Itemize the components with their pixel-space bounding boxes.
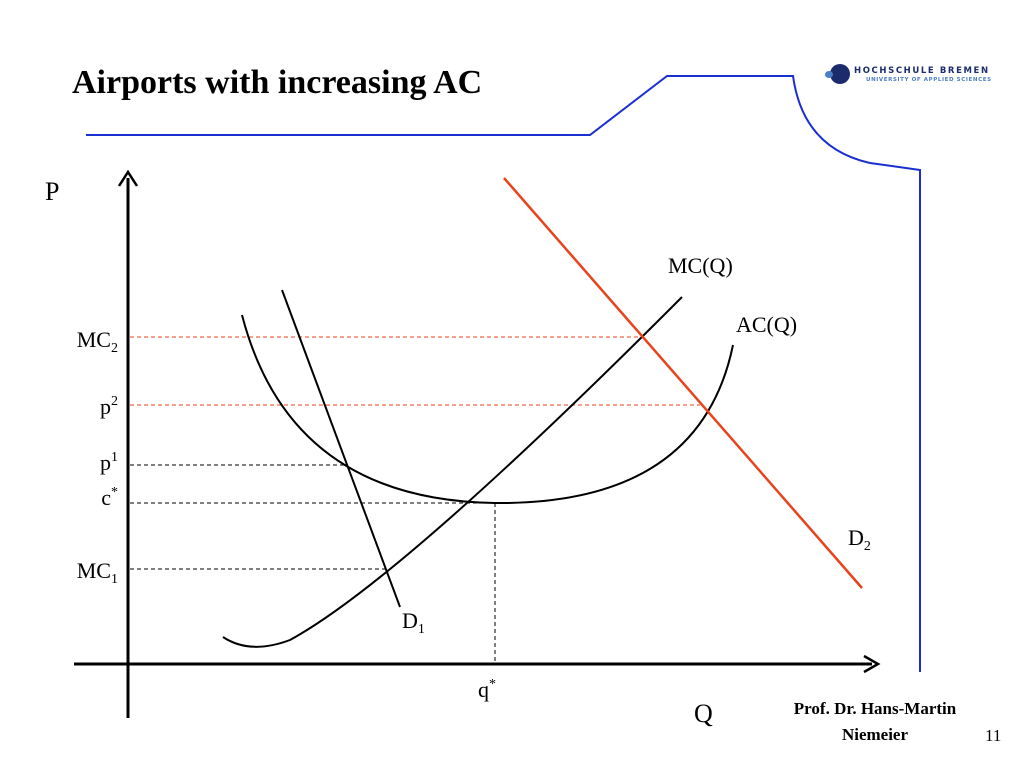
price-label-mc1: MC1 xyxy=(77,558,118,587)
logo-text-name: HOCHSCHULE BREMEN xyxy=(854,66,990,76)
author-name-line2: Niemeier xyxy=(841,725,909,744)
y-axis-arrow-icon xyxy=(117,169,139,187)
logo-emblem-icon xyxy=(825,64,850,84)
d1-curve xyxy=(281,289,401,608)
x-axis-arrow-icon xyxy=(863,654,881,674)
price-label-p2: p2 xyxy=(100,394,118,419)
ac-curve-label: AC(Q) xyxy=(736,312,797,337)
d2-curve xyxy=(503,177,863,589)
mc-curve xyxy=(222,296,683,648)
logo-text-subtitle: UNIVERSITY OF APPLIED SCIENCES xyxy=(866,77,992,83)
mc-curve-label: MC(Q) xyxy=(668,253,733,278)
d2-curve-label: D2 xyxy=(848,525,871,554)
x-axis-label: Q xyxy=(694,699,713,728)
price-label-mc2: MC2 xyxy=(77,327,118,356)
slide-title: Airports with increasing AC xyxy=(72,64,483,101)
d1-curve-label: D1 xyxy=(402,608,425,637)
author-credit: Prof. Dr. Hans-Martin Niemeier xyxy=(760,696,990,748)
price-label-c-star: c* xyxy=(101,485,118,510)
header-frame-line xyxy=(86,75,921,672)
author-name-line1: Prof. Dr. Hans-Martin xyxy=(793,699,957,718)
price-label-p1: p1 xyxy=(100,450,118,475)
page-number: 11 xyxy=(985,726,1002,745)
quantity-label-q-star: q* xyxy=(478,677,496,702)
ac-curve xyxy=(241,314,734,505)
university-logo: HOCHSCHULE BREMEN UNIVERSITY OF APPLIED … xyxy=(825,56,1018,96)
y-axis-label: P xyxy=(45,177,59,206)
